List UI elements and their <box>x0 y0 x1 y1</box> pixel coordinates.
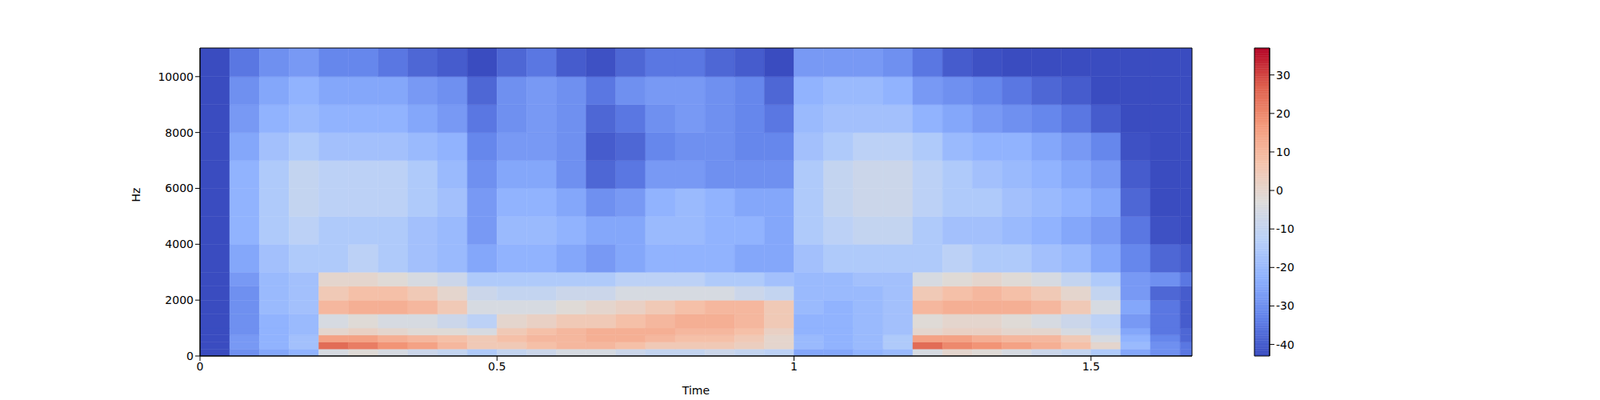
svg-text:10000: 10000 <box>157 70 194 84</box>
svg-text:30: 30 <box>1276 68 1291 82</box>
svg-text:-40: -40 <box>1276 338 1295 352</box>
svg-text:-20: -20 <box>1276 260 1295 274</box>
svg-text:1.5: 1.5 <box>1082 360 1100 373</box>
svg-text:-30: -30 <box>1276 299 1295 312</box>
svg-text:0: 0 <box>186 349 194 363</box>
svg-text:0.5: 0.5 <box>488 360 506 373</box>
svg-text:-10: -10 <box>1276 222 1295 236</box>
svg-text:0: 0 <box>1276 184 1284 197</box>
svg-text:6000: 6000 <box>164 181 194 195</box>
svg-text:4000: 4000 <box>164 237 194 251</box>
svg-text:8000: 8000 <box>164 126 194 140</box>
svg-text:Time: Time <box>681 384 710 397</box>
svg-text:20: 20 <box>1276 107 1291 120</box>
svg-text:0: 0 <box>196 360 204 373</box>
svg-text:2000: 2000 <box>164 293 194 307</box>
svg-text:10: 10 <box>1276 145 1291 159</box>
svg-text:Hz: Hz <box>129 188 143 203</box>
svg-text:1: 1 <box>790 360 798 373</box>
